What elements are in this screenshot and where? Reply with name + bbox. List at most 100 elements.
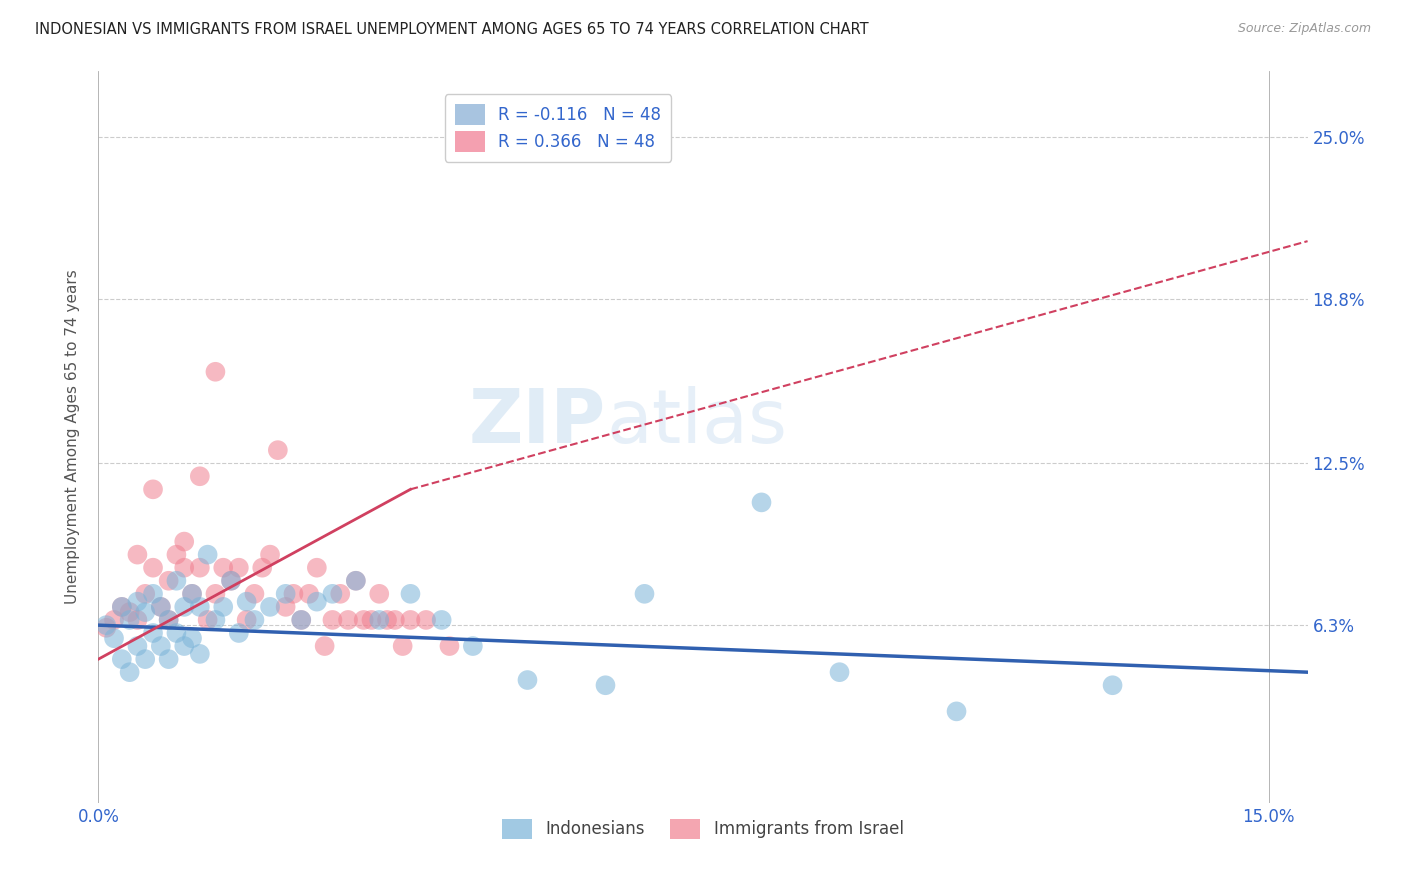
Point [243,587,266,601]
Point [375,613,398,627]
Point [127,548,149,562]
Point [595,678,617,692]
Point [96,621,118,635]
Point [212,599,235,614]
Point [259,548,281,562]
Text: INDONESIAN VS IMMIGRANTS FROM ISRAEL UNEMPLOYMENT AMONG AGES 65 TO 74 YEARS CORR: INDONESIAN VS IMMIGRANTS FROM ISRAEL UNE… [35,22,869,37]
Point [142,626,165,640]
Point [103,632,125,646]
Point [165,548,187,562]
Point [96,618,118,632]
Point [188,469,211,483]
Point [111,599,134,614]
Point [290,613,312,627]
Point [204,587,226,601]
Point [516,673,538,687]
Point [181,587,204,601]
Point [314,639,336,653]
Text: atlas: atlas [606,386,787,459]
Point [212,560,235,574]
Point [243,613,266,627]
Point [103,613,125,627]
Point [751,495,773,509]
Point [149,599,172,614]
Point [127,639,149,653]
Point [633,587,655,601]
Point [259,599,281,614]
Point [219,574,242,588]
Legend: Indonesians, Immigrants from Israel: Indonesians, Immigrants from Israel [496,812,910,846]
Point [399,613,422,627]
Point [197,548,219,562]
Point [228,560,250,574]
Point [197,613,219,627]
Point [1101,678,1123,692]
Text: Source: ZipAtlas.com: Source: ZipAtlas.com [1237,22,1371,36]
Point [188,599,211,614]
Point [274,587,297,601]
Point [274,599,297,614]
Point [142,587,165,601]
Point [415,613,437,627]
Point [149,639,172,653]
Point [228,626,250,640]
Point [173,639,195,653]
Point [157,652,180,666]
Point [368,587,391,601]
Point [298,587,321,601]
Point [127,613,149,627]
Point [111,652,134,666]
Point [321,613,343,627]
Point [945,705,967,719]
Point [188,560,211,574]
Point [360,613,382,627]
Point [219,574,242,588]
Point [368,613,391,627]
Point [173,599,195,614]
Point [204,365,226,379]
Point [181,632,204,646]
Point [235,594,257,608]
Point [118,613,141,627]
Point [344,574,367,588]
Point [149,599,172,614]
Point [134,652,156,666]
Point [127,594,149,608]
Point [118,665,141,680]
Point [391,639,413,653]
Y-axis label: Unemployment Among Ages 65 to 74 years: Unemployment Among Ages 65 to 74 years [65,269,80,605]
Point [157,613,180,627]
Point [321,587,343,601]
Point [384,613,406,627]
Point [235,613,257,627]
Point [305,594,328,608]
Point [337,613,360,627]
Point [142,560,165,574]
Point [165,626,187,640]
Point [329,587,352,601]
Text: ZIP: ZIP [470,386,606,459]
Point [344,574,367,588]
Point [353,613,375,627]
Point [134,587,156,601]
Point [181,587,204,601]
Point [430,613,453,627]
Point [111,599,134,614]
Point [399,587,422,601]
Point [188,647,211,661]
Point [142,483,165,497]
Point [204,613,226,627]
Point [118,605,141,619]
Point [157,613,180,627]
Point [165,574,187,588]
Point [439,639,461,653]
Point [290,613,312,627]
Point [283,587,305,601]
Point [828,665,851,680]
Point [267,443,290,458]
Point [173,534,195,549]
Point [157,574,180,588]
Point [305,560,328,574]
Point [134,605,156,619]
Point [461,639,484,653]
